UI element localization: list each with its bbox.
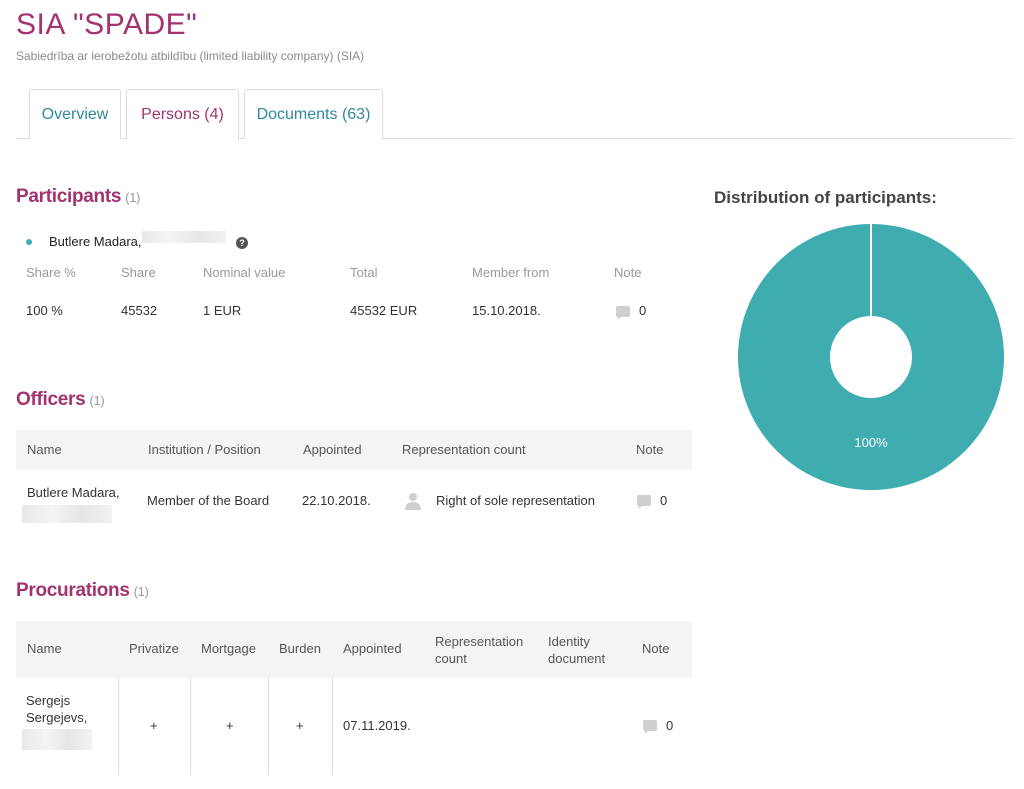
procurations-count: (1) [133,584,149,599]
officer-name[interactable]: Butlere Madara, [27,485,120,500]
officers-col-appointed: Appointed [303,442,362,457]
participants-heading: Participants (1) [16,186,140,208]
slice-label: 100% [854,435,888,450]
proc-name-line2[interactable]: Sergejevs, [26,710,88,725]
col-note: Note [614,265,642,280]
procurations-heading: Procurations (1) [16,580,149,602]
proc-col-note: Note [642,641,670,656]
column-divider [332,678,333,775]
officer-note: 0 [660,493,668,508]
participant-name[interactable]: Butlere Madara, [49,234,142,249]
proc-col-identity: Identity document [548,634,606,666]
officer-representation: Right of sole representation [436,493,595,508]
tab-documents[interactable]: Documents (63) [244,89,383,139]
col-member-from: Member from [472,265,550,280]
column-divider [190,678,191,775]
proc-burden: + [296,718,304,733]
col-total: Total [350,265,378,280]
column-divider [268,678,269,775]
redacted-id [22,505,112,523]
note-icon[interactable] [616,306,630,320]
officers-col-name: Name [27,442,62,457]
officers-count: (1) [89,393,105,408]
procurations-title: Procurations [16,580,130,601]
officers-col-representation: Representation count [402,442,526,457]
tab-bar: Overview Persons (4) Documents (63) [16,89,1014,140]
cell-share: 45532 [121,303,158,318]
cell-note: 0 [639,303,647,318]
tab-persons[interactable]: Persons (4) [126,89,239,140]
donut-hole [830,316,912,398]
col-nominal: Nominal value [203,265,286,280]
officers-title: Officers [16,389,86,410]
proc-name-line1[interactable]: Sergejs [26,693,71,708]
cell-share-pct: 100 % [26,303,63,318]
officer-appointed: 22.10.2018. [302,493,371,508]
question-circle-icon[interactable]: ? [236,237,248,249]
proc-col-representation: Representation count [435,634,524,666]
officers-col-note: Note [636,442,664,457]
company-title: SIA "SPADE" [16,8,198,41]
cell-nominal: 1 EUR [203,303,242,318]
col-share: Share [121,265,156,280]
cell-total: 45532 EUR [350,303,418,318]
redacted-id [142,231,226,243]
procurations-table-header [16,621,692,678]
participants-count: (1) [125,190,141,205]
distribution-donut-chart: 100% [738,224,1004,490]
participants-title: Participants [16,186,122,207]
proc-col-name: Name [27,641,62,656]
tab-overview[interactable]: Overview [29,89,121,139]
cell-member-from: 15.10.2018. [472,303,541,318]
proc-mortgage: + [226,718,234,733]
proc-appointed: 07.11.2019. [343,718,411,733]
proc-col-privatize: Privatize [129,641,179,656]
company-subtitle: Sabiedrība ar ierobežotu atbildību (limi… [16,49,365,63]
column-divider [118,678,119,775]
chart-title: Distribution of participants: [714,188,937,207]
proc-note: 0 [666,718,674,733]
officers-heading: Officers (1) [16,389,105,411]
officers-table-header [16,430,692,470]
proc-col-mortgage: Mortgage [201,641,256,656]
proc-col-appointed: Appointed [343,641,402,656]
col-share-pct: Share % [26,265,76,280]
note-icon[interactable] [637,495,651,509]
proc-privatize: + [150,718,158,733]
proc-col-burden: Burden [279,641,321,656]
redacted-id [22,729,92,750]
bullet-icon [26,239,32,245]
officer-position: Member of the Board [147,493,270,508]
officers-col-position: Institution / Position [148,442,261,457]
person-icon [405,493,421,510]
note-icon[interactable] [643,720,657,734]
